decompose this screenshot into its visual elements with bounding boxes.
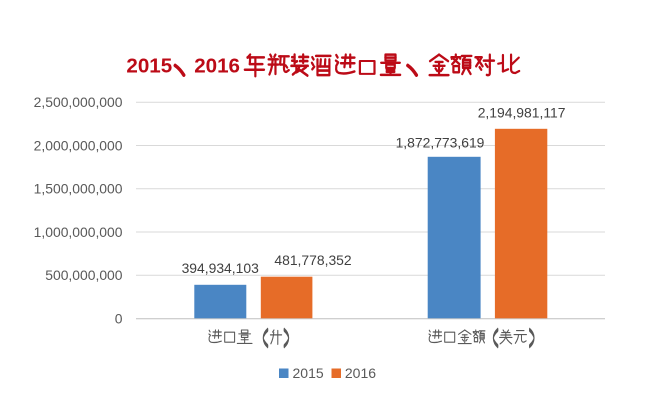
svg-text:1,500,000,000: 1,500,000,000 — [34, 181, 123, 197]
svg-text:2,194,981,117: 2,194,981,117 — [478, 104, 566, 120]
svg-text:481,778,352: 481,778,352 — [274, 252, 352, 268]
svg-text:2015: 2015 — [293, 365, 324, 381]
svg-text:2,500,000,000: 2,500,000,000 — [34, 94, 123, 110]
svg-text:1,872,773,619: 1,872,773,619 — [396, 134, 485, 150]
svg-text:2016: 2016 — [345, 365, 376, 381]
svg-text:500,000,000: 500,000,000 — [45, 267, 123, 283]
svg-text:394,934,103: 394,934,103 — [182, 260, 260, 276]
svg-text:2015: 2015 — [126, 55, 172, 78]
svg-text:2016: 2016 — [194, 55, 240, 78]
svg-text:1,000,000,000: 1,000,000,000 — [34, 224, 123, 240]
svg-text:0: 0 — [115, 311, 123, 327]
svg-text:2,000,000,000: 2,000,000,000 — [34, 138, 123, 154]
